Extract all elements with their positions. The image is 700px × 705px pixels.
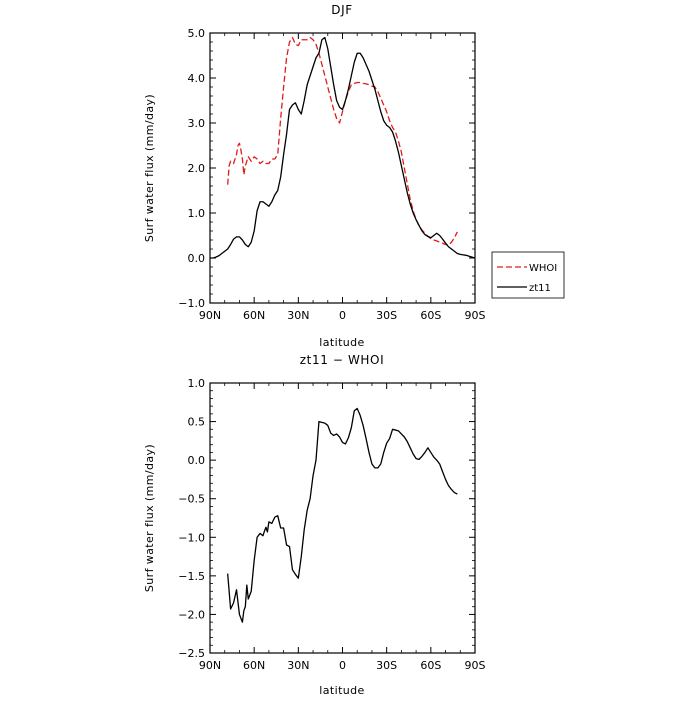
- legend: WHOI zt11: [491, 251, 565, 299]
- y-tick-label: 2.0: [188, 162, 206, 175]
- x-tick-label: 30N: [287, 309, 309, 322]
- legend-label-whoi: WHOI: [529, 263, 557, 274]
- bottom-panel-x-axis-label: latitude: [319, 684, 364, 697]
- top-panel-title: DJF: [331, 3, 352, 17]
- y-tick-label: 0.5: [188, 416, 206, 429]
- y-tick-label: −1.5: [178, 570, 205, 583]
- top-panel: DJF 90N 60N 30N 0 30S 60S 90S −1.0 0.0 1.0 2.0 3.0…: [143, 3, 565, 349]
- y-tick-label: 0.0: [188, 252, 206, 265]
- x-tick-label: 60S: [420, 309, 441, 322]
- x-tick-label: 30S: [376, 659, 397, 672]
- bottom-panel-y-tick-labels: −2.5 −2.0 −1.5 −1.0 −0.5 0.0 0.5 1.0: [178, 377, 205, 660]
- x-tick-label: 30N: [287, 659, 309, 672]
- y-tick-label: −2.0: [178, 608, 205, 621]
- bottom-panel-series-group: [227, 407, 458, 623]
- x-tick-label: 90N: [199, 659, 221, 672]
- top-panel-x-axis-label: latitude: [319, 336, 364, 349]
- y-tick-label: 5.0: [188, 27, 206, 40]
- y-tick-label: −0.5: [178, 493, 205, 506]
- legend-label-zt11: zt11: [529, 283, 551, 294]
- y-tick-label: −1.0: [178, 531, 205, 544]
- top-panel-y-tick-labels: −1.0 0.0 1.0 2.0 3.0 4.0 5.0: [178, 27, 205, 310]
- bottom-panel-ticks: [209, 382, 476, 654]
- difference-series-line: [227, 407, 458, 623]
- bottom-panel: zt11 − WHOI 90N 60N 30N 0 30S 60S 90S −2.5 −2.0…: [143, 353, 486, 697]
- y-tick-label: 3.0: [188, 117, 206, 130]
- zt11-series-line: [210, 36, 475, 259]
- top-panel-x-tick-labels: 90N 60N 30N 0 30S 60S 90S: [199, 309, 486, 322]
- bottom-panel-frame: [209, 382, 476, 654]
- legend-box: [491, 251, 565, 299]
- y-tick-label: −1.0: [178, 297, 205, 310]
- y-tick-label: 1.0: [188, 377, 206, 390]
- y-tick-label: 1.0: [188, 207, 206, 220]
- x-tick-label: 60N: [243, 659, 265, 672]
- x-tick-label: 0: [339, 309, 346, 322]
- top-panel-plot-area: [210, 36, 475, 259]
- bottom-panel-y-axis-label: Surf water flux (mm/day): [143, 444, 156, 592]
- top-panel-y-axis-label: Surf water flux (mm/day): [143, 94, 156, 242]
- x-tick-label: 90S: [465, 659, 486, 672]
- bottom-panel-title: zt11 − WHOI: [300, 353, 384, 367]
- x-tick-label: 90N: [199, 309, 221, 322]
- bottom-panel-x-tick-labels: 90N 60N 30N 0 30S 60S 90S: [199, 659, 486, 672]
- top-panel-ticks: [209, 32, 476, 304]
- x-tick-label: 0: [339, 659, 346, 672]
- x-tick-label: 30S: [376, 309, 397, 322]
- y-tick-label: −2.5: [178, 647, 205, 660]
- y-tick-label: 4.0: [188, 72, 206, 85]
- bottom-panel-plot-area: [227, 407, 458, 623]
- y-tick-label: 0.0: [188, 454, 206, 467]
- x-tick-label: 60S: [420, 659, 441, 672]
- top-panel-series-group: [210, 36, 475, 259]
- top-panel-frame: [209, 32, 476, 304]
- x-tick-label: 60N: [243, 309, 265, 322]
- whoi-series-line: [227, 36, 458, 247]
- x-tick-label: 90S: [465, 309, 486, 322]
